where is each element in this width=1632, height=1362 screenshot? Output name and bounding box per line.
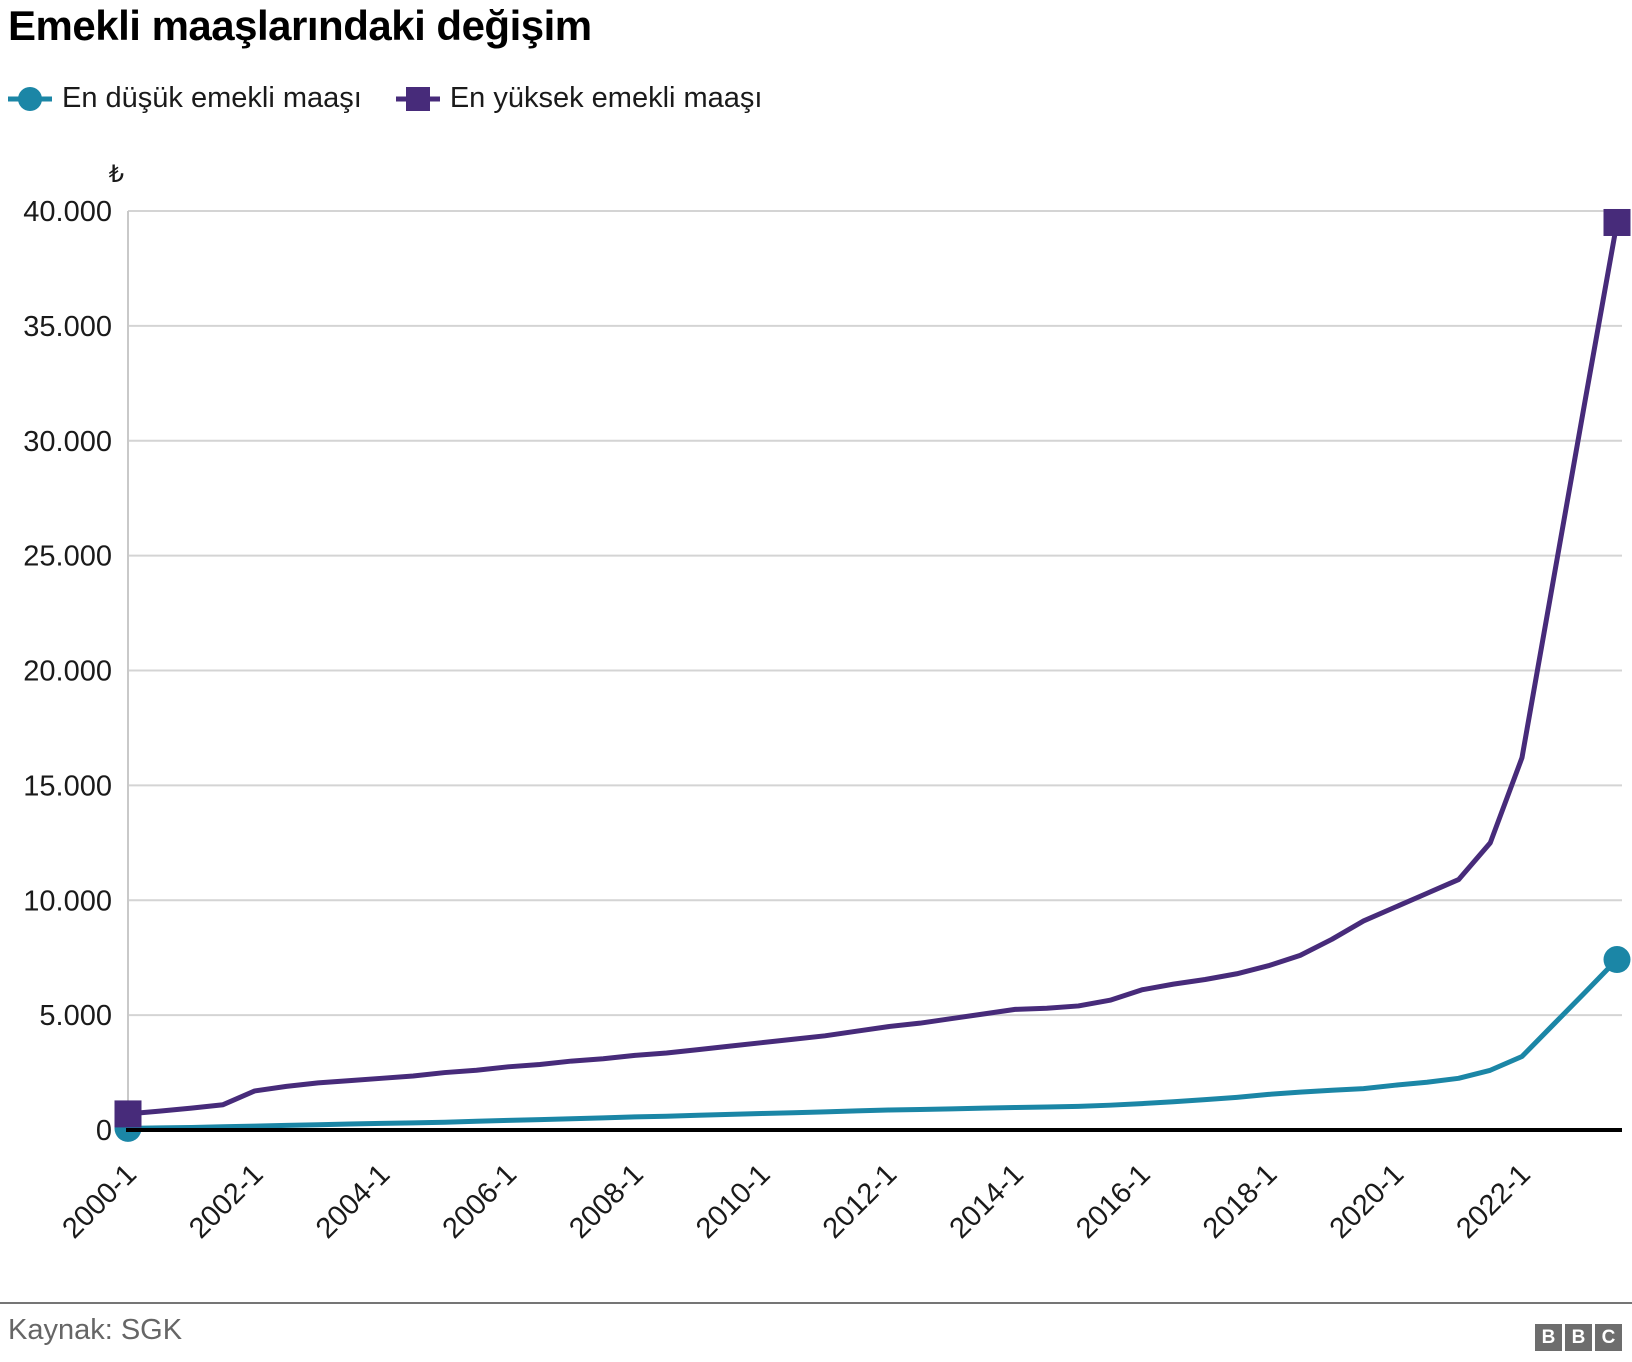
y-axis-unit-label: ₺: [109, 161, 124, 188]
series-endpoint-square: [114, 1100, 142, 1128]
y-tick-label: 40.000: [23, 196, 112, 228]
y-tick-label: 5.000: [39, 1000, 112, 1032]
bbc-logo-block: B: [1535, 1324, 1562, 1351]
x-tick-label: 2022-1: [1450, 1158, 1536, 1244]
chart-title: Emekli maaşlarındaki değişim: [8, 2, 592, 49]
x-tick-label: 2020-1: [1324, 1158, 1410, 1244]
x-tick-label: 2002-1: [183, 1158, 269, 1244]
legend: En düşük emekli maaşı En yüksek emekli m…: [8, 82, 762, 115]
y-tick-label: 15.000: [23, 770, 112, 802]
bbc-logo: B B C: [1535, 1324, 1622, 1351]
x-tick-label: 2012-1: [817, 1158, 903, 1244]
legend-item-min: En düşük emekli maaşı: [8, 82, 362, 115]
x-tick-label: 2018-1: [1197, 1158, 1283, 1244]
y-tick-label: 0: [96, 1115, 112, 1147]
legend-label-max: En yüksek emekli maaşı: [449, 82, 763, 114]
y-tick-label: 10.000: [23, 885, 112, 917]
x-tick-label: 2016-1: [1070, 1158, 1156, 1244]
series-endpoint-circle: [1603, 946, 1631, 974]
y-tick-label: 20.000: [23, 656, 112, 688]
x-tick-label: 2008-1: [563, 1158, 649, 1244]
footer-divider: [0, 1302, 1632, 1304]
series-endpoint-square: [1603, 208, 1631, 236]
legend-label-min: En düşük emekli maaşı: [62, 82, 362, 114]
x-tick-label: 2014-1: [944, 1158, 1030, 1244]
y-tick-label: 35.000: [23, 311, 112, 343]
y-tick-label: 30.000: [23, 426, 112, 458]
x-tick-label: 2000-1: [56, 1158, 142, 1244]
x-tick-label: 2006-1: [437, 1158, 523, 1244]
x-tick-label: 2004-1: [310, 1158, 396, 1244]
y-tick-label: 25.000: [23, 541, 112, 573]
series-line-min: [125, 957, 1620, 1131]
source-text: Kaynak: SGK: [8, 1314, 183, 1346]
legend-marker-square-icon: [395, 86, 440, 111]
legend-marker-circle-icon: [8, 86, 52, 111]
series-line-max: [125, 219, 1620, 1117]
legend-item-max: En yüksek emekli maaşı: [395, 82, 763, 115]
x-tick-label: 2010-1: [690, 1158, 776, 1244]
bbc-logo-block: B: [1565, 1324, 1592, 1351]
bbc-logo-block: C: [1595, 1324, 1622, 1351]
